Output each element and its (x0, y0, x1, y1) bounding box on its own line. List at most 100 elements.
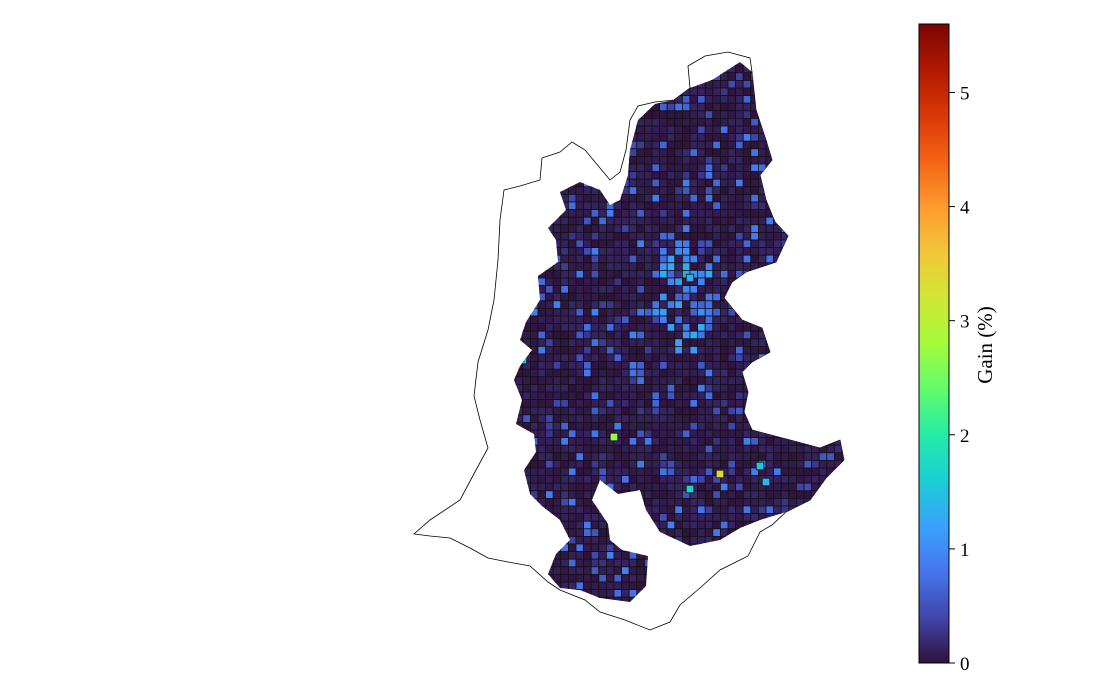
grid-cell (659, 125, 668, 134)
grid-cell (575, 391, 584, 400)
grid-cell (651, 239, 660, 248)
grid-cell (613, 475, 622, 484)
grid-cell (514, 254, 516, 264)
grid-cell (735, 566, 744, 575)
grid-cell (735, 186, 744, 195)
grid-cell (598, 133, 607, 142)
grid-cell (765, 581, 774, 590)
grid-cell (575, 406, 584, 416)
grid-cell (575, 80, 584, 89)
grid-cell (621, 376, 630, 385)
grid-cell (545, 163, 554, 172)
grid-cell (796, 589, 805, 598)
grid-cell (834, 163, 843, 172)
grid-cell (742, 482, 752, 492)
grid-cell (514, 216, 516, 226)
grid-cell (583, 110, 592, 119)
grid-cell (659, 520, 668, 530)
grid-cell (659, 277, 668, 286)
grid-cell (628, 520, 638, 530)
grid-cell (834, 247, 843, 256)
grid-cell (720, 102, 729, 112)
grid-cell (659, 186, 668, 195)
grid-cell (537, 300, 546, 309)
grid-cell (818, 566, 828, 575)
grid-cell (720, 262, 729, 271)
grid-cell (773, 399, 782, 408)
grid-cell (522, 186, 531, 195)
grid-cell (537, 148, 546, 157)
grid-cell (712, 338, 721, 347)
grid-cell (636, 300, 645, 309)
grid-cell (537, 224, 546, 233)
grid-cell (500, 476, 508, 484)
grid-cell (666, 277, 676, 286)
grid-cell (812, 612, 820, 620)
grid-cell (796, 171, 805, 180)
grid-cell (796, 353, 805, 362)
grid-cell (530, 475, 539, 484)
grid-cell (575, 148, 584, 157)
grid-cell (636, 62, 645, 66)
grid-cell (514, 239, 516, 248)
grid-cell (788, 285, 797, 294)
grid-cell (727, 201, 736, 210)
grid-cell (682, 612, 690, 620)
grid-cell (514, 345, 516, 355)
grid-cell (780, 216, 790, 226)
grid-cell (712, 543, 721, 552)
grid-cell (651, 536, 660, 545)
grid-cell (788, 178, 797, 188)
grid-cell (682, 148, 691, 157)
grid-cell (750, 338, 759, 347)
grid-cell (546, 605, 554, 613)
grid-cell (826, 118, 835, 127)
grid-cell (720, 323, 729, 332)
grid-cell (590, 201, 600, 210)
grid-cell (697, 452, 706, 461)
grid-cell (712, 429, 721, 438)
grid-cell (796, 414, 805, 423)
grid-cell (568, 186, 577, 195)
grid-cell (514, 437, 524, 446)
grid-cell (636, 277, 645, 286)
grid-cell (606, 482, 615, 492)
grid-cell (735, 307, 744, 317)
grid-cell (750, 102, 759, 112)
grid-cell (522, 102, 531, 112)
grid-cell (560, 87, 569, 96)
grid-cell (575, 505, 584, 514)
grid-cell (758, 574, 767, 583)
grid-cell (750, 574, 759, 583)
grid-cell (666, 292, 676, 302)
grid-cell (720, 338, 729, 347)
grid-cell (514, 102, 524, 112)
grid-cell (841, 589, 844, 598)
grid-cell (697, 421, 706, 431)
grid-cell (644, 414, 653, 423)
grid-cell (712, 292, 721, 302)
grid-cell (735, 163, 744, 172)
grid-cell (689, 300, 698, 309)
grid-cell (537, 292, 546, 302)
grid-cell (750, 307, 759, 317)
grid-cell (530, 285, 539, 294)
grid-cell (720, 300, 729, 309)
grid-cell (613, 224, 622, 233)
grid-cell (666, 254, 676, 264)
grid-cell (583, 589, 592, 598)
grid-cell (621, 437, 630, 446)
grid-cell (788, 543, 797, 552)
grid-cell (834, 383, 843, 393)
grid-cell (613, 186, 622, 195)
grid-cell (628, 406, 638, 416)
grid-cell (545, 543, 554, 552)
grid-cell (841, 437, 844, 446)
grid-cell (606, 536, 615, 545)
grid-cell (568, 558, 577, 568)
grid-cell (568, 239, 577, 248)
grid-cell (552, 391, 562, 400)
grid-cell (818, 551, 828, 560)
grid-cell (773, 414, 782, 423)
grid-cell (644, 193, 653, 203)
